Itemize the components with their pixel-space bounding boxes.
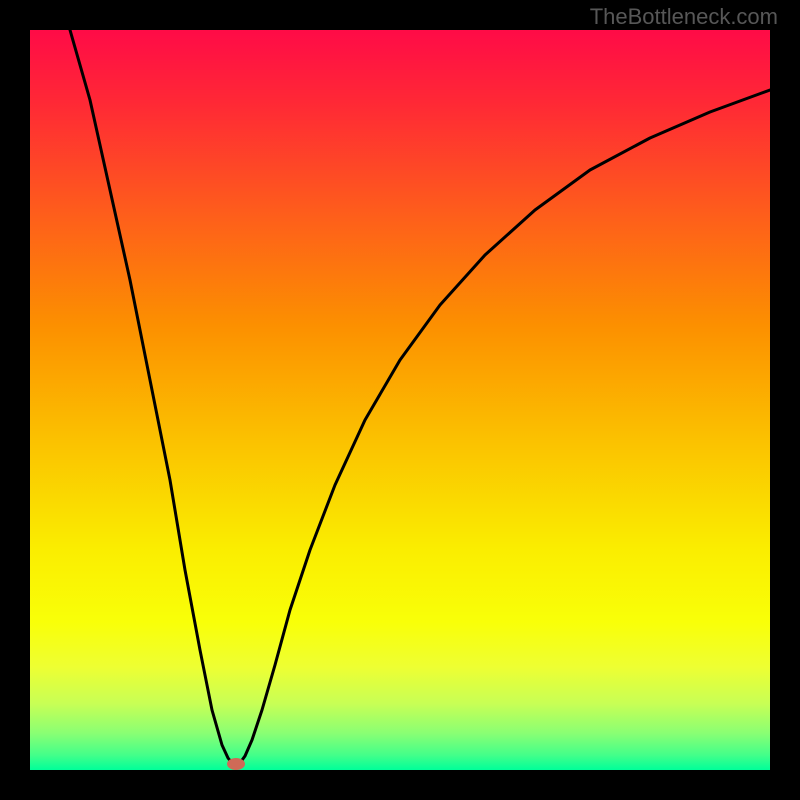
chart-container: TheBottleneck.com <box>0 0 800 800</box>
plot-area <box>30 30 770 770</box>
watermark-label: TheBottleneck.com <box>590 4 778 30</box>
bottleneck-curve <box>30 30 770 770</box>
bottleneck-marker <box>227 758 245 770</box>
